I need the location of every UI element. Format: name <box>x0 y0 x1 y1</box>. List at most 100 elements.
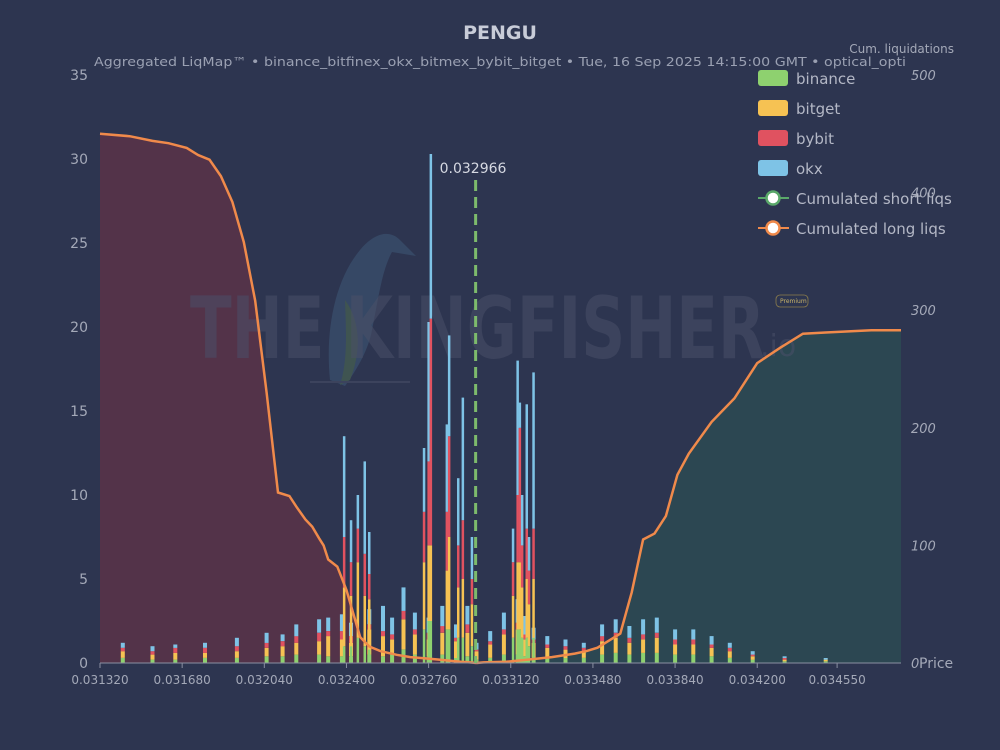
liq-bar-bybit <box>501 629 506 635</box>
liq-bar-bitget <box>465 632 470 657</box>
liq-spike-bitget <box>461 579 465 638</box>
liq-spike-bitget <box>457 587 460 638</box>
legend-label: binance <box>796 70 855 88</box>
liq-spike-okx <box>520 495 524 546</box>
liq-bar-bitget <box>412 634 417 655</box>
liq-bar-bybit <box>627 637 632 643</box>
liq-bar-binance <box>390 654 395 663</box>
y-tick-label: 5 <box>79 572 88 588</box>
watermark-text: THE KINGFISHER <box>190 279 765 379</box>
x-axis-end-label: Price <box>919 656 953 672</box>
liq-spike-binance <box>447 629 451 663</box>
x-tick-label: 0.031680 <box>154 673 211 687</box>
liq-bar-bybit <box>691 639 696 645</box>
liq-spike-bybit <box>516 495 519 563</box>
liq-bar-bitget <box>782 659 787 662</box>
liq-bar-bybit <box>203 647 207 653</box>
liq-bar-bitget <box>641 639 646 653</box>
liq-bar-binance <box>691 654 696 663</box>
liq-bar-binance <box>750 659 755 663</box>
liq-bar-bitget <box>600 641 605 655</box>
liq-bar-okx <box>641 619 646 635</box>
y-tick-label: 15 <box>70 404 88 420</box>
liq-spike-bybit <box>525 528 528 579</box>
y-tick-label: 0 <box>79 656 88 672</box>
y-tick-label: 10 <box>70 488 88 504</box>
liquidation-bars <box>120 154 828 663</box>
liq-spike-binance <box>470 646 474 663</box>
liq-spike-okx <box>532 372 535 529</box>
liq-bar-bitget <box>381 636 385 657</box>
liq-spike-okx <box>527 537 531 571</box>
liq-bar-binance <box>264 656 269 663</box>
liq-spike-okx <box>427 322 430 462</box>
liq-bar-okx <box>613 619 618 633</box>
liq-spike-bybit <box>356 528 360 563</box>
liq-spike-okx <box>447 335 451 437</box>
x-tick-label: 0.032760 <box>400 673 457 687</box>
liq-spike-binance <box>349 646 353 663</box>
liq-bar-bitget <box>727 651 732 658</box>
liq-bar-okx <box>401 587 406 611</box>
current-price-label: 0.032966 <box>440 161 507 177</box>
liq-bar-bitget <box>673 644 678 655</box>
liq-bar-bitget <box>613 637 618 653</box>
liq-spike-bybit <box>527 570 531 605</box>
liq-spike-bitget <box>447 537 451 630</box>
liq-spike-bitget <box>349 595 353 647</box>
short-liqs-area <box>100 133 477 664</box>
liq-bar-bitget <box>501 634 506 655</box>
x-tick-label: 0.033120 <box>482 673 539 687</box>
liq-bar-okx <box>488 631 493 642</box>
liq-bar-okx <box>381 605 385 632</box>
liq-spike-bitget <box>363 595 366 647</box>
liq-spike-bybit <box>429 318 433 546</box>
liq-bar-bybit <box>782 658 787 660</box>
liq-bar-bitget <box>545 647 550 658</box>
liq-bar-bitget <box>581 651 586 658</box>
liq-bar-binance <box>488 658 493 663</box>
liq-bar-okx <box>782 656 787 658</box>
liq-bar-binance <box>673 654 678 663</box>
liq-bar-binance <box>709 656 714 663</box>
liq-bar-bybit <box>465 624 470 633</box>
liq-bar-okx <box>823 658 828 660</box>
liq-bar-bybit <box>545 644 550 648</box>
liq-bar-bybit <box>488 641 493 645</box>
y2-tick-label: 100 <box>911 539 936 554</box>
liq-bar-bybit <box>280 641 285 647</box>
liq-spike-bitget <box>445 570 449 630</box>
liq-bar-bybit <box>317 632 322 642</box>
x-tick-label: 0.032400 <box>318 673 375 687</box>
liq-spike-binance <box>532 637 535 663</box>
liq-bar-bybit <box>264 642 269 648</box>
y-tick-label: 30 <box>70 152 88 168</box>
long-liqs-area <box>476 330 901 663</box>
liq-bar-binance <box>727 658 732 663</box>
liq-spike-bitget <box>518 562 522 630</box>
axes: 0 5 10 15 20 25 30 35 0.031320 0.031680 0.032040 0.… <box>70 68 953 687</box>
liq-bar-binance <box>234 658 239 663</box>
legend-swatch-okx <box>758 160 788 176</box>
liq-bar-okx <box>264 632 269 643</box>
liq-spike-bybit <box>427 461 430 546</box>
liq-spike-okx <box>363 461 366 554</box>
liq-spike-okx <box>445 424 449 512</box>
y2-tick-label: 400 <box>911 187 936 202</box>
liq-spike-okx <box>356 495 360 529</box>
liq-bar-okx <box>120 642 125 648</box>
liq-bar-binance <box>613 652 618 663</box>
liq-bar-binance <box>563 658 568 663</box>
liq-spike-bybit <box>368 574 371 600</box>
liq-spike-okx <box>516 360 519 495</box>
long-liqs-line <box>476 328 901 665</box>
y-tick-label: 35 <box>70 68 88 84</box>
liq-bar-okx <box>727 642 732 648</box>
liq-spike-binance <box>525 637 528 663</box>
liq-bar-bybit <box>401 610 406 620</box>
chart-subtitle: Aggregated LiqMap™ • binance_bitfinex_ok… <box>94 54 906 69</box>
x-tick-label: 0.034550 <box>808 673 865 687</box>
liq-spike-bybit <box>445 511 449 571</box>
liq-spike-bybit <box>520 545 524 588</box>
y2-tick-label: 200 <box>911 422 936 437</box>
